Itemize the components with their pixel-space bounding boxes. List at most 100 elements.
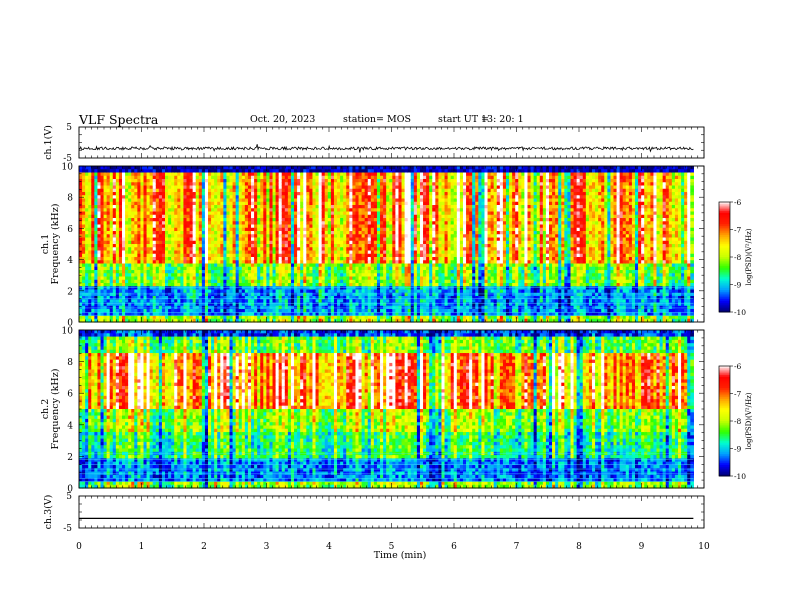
spectrogram-cell [217, 195, 221, 200]
spectrogram-cell [367, 296, 372, 300]
spectrogram-cell [122, 198, 126, 203]
spectrogram-cell [158, 227, 163, 232]
spectrogram-cell [155, 283, 160, 287]
spectrogram-cell [165, 286, 169, 291]
spectrogram-cell [281, 289, 286, 294]
spectrogram-cell [85, 218, 89, 222]
spectrogram-cell [168, 195, 172, 200]
spectrogram-cell [287, 175, 292, 180]
spectrogram-cell [165, 208, 169, 213]
spectrogram-cell [290, 172, 295, 177]
spectrogram-cell [290, 299, 295, 304]
spectrogram-cell [241, 231, 246, 235]
spectrogram-cell [165, 237, 169, 242]
spectrogram-cell [88, 318, 92, 323]
spectrogram-cell [300, 182, 304, 187]
spectrogram-cell [327, 289, 332, 294]
spectrogram-cell [376, 182, 381, 187]
spectrogram-cell [306, 257, 310, 261]
spectrogram-cell [238, 244, 243, 248]
spectrogram-cell [186, 218, 191, 222]
spectrogram-cell [91, 182, 95, 187]
spectrogram-cell [125, 201, 129, 206]
spectrogram-cell [269, 211, 274, 216]
spectrogram-cell [214, 266, 218, 271]
spectrogram-cell [165, 312, 169, 317]
spectrogram-cell [247, 214, 252, 219]
spectrogram-cell [251, 292, 255, 297]
spectrogram-cell [263, 289, 267, 294]
spectrogram-cell [380, 244, 384, 248]
spectrogram-cell [103, 198, 108, 203]
spectrogram-cell [392, 250, 396, 255]
spectrogram-cell [128, 296, 132, 300]
spectrogram-cell [361, 257, 366, 261]
spectrogram-cell [327, 292, 332, 297]
spectrogram-cell [103, 270, 108, 274]
spectrogram-cell [168, 270, 172, 274]
spectrogram-cell [177, 309, 181, 313]
spectrogram-cell [168, 292, 172, 297]
spectrogram-cell [235, 240, 240, 245]
spectrogram-cell [165, 283, 169, 287]
spectrogram-cell [183, 260, 188, 265]
spectrogram-cell [380, 257, 384, 261]
spectrogram-cell [281, 218, 286, 222]
spectrogram-cell [340, 224, 344, 229]
spectrogram-cell [94, 273, 99, 278]
spectrogram-cell [161, 166, 166, 170]
spectrogram-cell [220, 289, 224, 294]
spectrogram-cell [131, 185, 135, 190]
spectrogram-cell [112, 240, 117, 245]
spectrogram-cell [220, 244, 224, 248]
spectrogram-cell [106, 250, 111, 255]
spectrogram-cell [367, 260, 372, 265]
spectrogram-cell [327, 182, 332, 187]
spectrogram-cell [370, 283, 375, 287]
spectrogram-cell [183, 302, 188, 307]
spectrogram-cell [232, 289, 237, 294]
spectrogram-cell [91, 247, 95, 252]
spectrogram-cell [321, 188, 326, 193]
spectrogram-cell [278, 237, 283, 242]
spectrogram-cell [263, 279, 267, 284]
spectrogram-cell [321, 166, 326, 170]
spectrogram-cell [143, 214, 148, 219]
spectrogram-cell [269, 237, 274, 242]
spectrogram-cell [158, 283, 163, 287]
spectrogram-cell [306, 227, 310, 232]
spectrogram-cell [79, 292, 83, 297]
spectrogram-cell [318, 182, 323, 187]
spectrogram-cell [266, 270, 271, 274]
spectrogram-cell [198, 312, 203, 317]
spectrogram-cell [266, 237, 271, 242]
spectrogram-cell [201, 279, 206, 284]
spectrogram-cell [272, 279, 277, 284]
spectrogram-cell [226, 273, 231, 278]
spectrogram-cell [229, 237, 234, 242]
spectrogram-cell [294, 315, 298, 320]
spectrogram-cell [272, 260, 277, 265]
spectrogram-cell [343, 185, 347, 190]
spectrogram-cell [376, 253, 381, 258]
spectrogram-cell [281, 309, 286, 313]
spectrogram-cell [364, 221, 369, 226]
spectrogram-cell [297, 266, 301, 271]
spectrogram-cell [380, 224, 384, 229]
spectrogram-cell [358, 172, 363, 177]
spectrogram-cell [226, 318, 231, 323]
spectrogram-cell [109, 273, 114, 278]
spectrogram-cell [143, 201, 148, 206]
spectrogram-cell [152, 244, 157, 248]
spectrogram-cell [140, 286, 145, 291]
spectrogram-cell [79, 166, 83, 170]
spectrogram-cell [94, 214, 99, 219]
spectrogram-cell [143, 205, 148, 209]
spectrogram-cell [131, 218, 135, 222]
spectrogram-cell [241, 292, 246, 297]
spectrogram-cell [204, 266, 209, 271]
spectrogram-cell [361, 309, 366, 313]
spectrogram-cell [91, 244, 95, 248]
spectrogram-cell [232, 182, 237, 187]
spectrogram-cell [168, 312, 172, 317]
